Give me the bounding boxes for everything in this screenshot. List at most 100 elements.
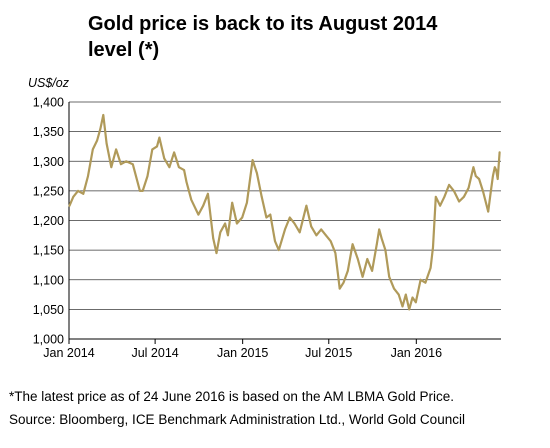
data-point xyxy=(378,228,381,231)
data-point xyxy=(298,231,301,234)
grid-lines xyxy=(69,101,501,310)
data-point xyxy=(380,237,383,240)
data-point xyxy=(452,189,455,192)
data-point xyxy=(356,258,359,260)
y-tick-label: 1,200 xyxy=(33,214,64,228)
data-point xyxy=(163,157,166,160)
data-point xyxy=(424,281,427,284)
data-point xyxy=(443,195,446,198)
data-point xyxy=(224,222,226,225)
data-point xyxy=(141,189,144,192)
data-point xyxy=(183,169,186,172)
y-tick-label: 1,350 xyxy=(33,125,64,139)
footnote-latest-price: *The latest price as of 24 June 2016 is … xyxy=(9,389,455,404)
data-point xyxy=(310,225,313,228)
data-point xyxy=(393,287,395,290)
data-point xyxy=(371,269,373,272)
data-point xyxy=(131,163,134,166)
data-point xyxy=(414,301,417,304)
data-point xyxy=(293,222,296,225)
data-point xyxy=(498,151,501,154)
data-point xyxy=(366,258,369,260)
data-point xyxy=(269,213,272,216)
data-point xyxy=(246,201,248,204)
data-point xyxy=(472,166,475,169)
data-point xyxy=(384,249,387,252)
data-point xyxy=(496,178,499,180)
data-point xyxy=(151,148,154,151)
data-point xyxy=(482,189,484,192)
data-point xyxy=(489,192,492,195)
y-tick-label: 1,300 xyxy=(33,155,64,169)
data-point xyxy=(146,175,149,177)
x-tick-label: Jan 2016 xyxy=(391,346,442,360)
data-point xyxy=(478,178,481,180)
y-tick-label: 1,150 xyxy=(33,244,64,258)
data-point xyxy=(325,234,327,237)
data-point xyxy=(342,281,345,284)
chart-title-line-1: Gold price is back to its August 2014 xyxy=(88,13,438,35)
data-point xyxy=(277,249,280,252)
data-point xyxy=(96,139,98,142)
data-point xyxy=(334,252,337,254)
y-axis-label: US$/oz xyxy=(28,76,70,90)
data-point xyxy=(432,246,434,249)
data-point xyxy=(448,184,451,186)
data-point xyxy=(82,192,85,195)
y-tick-label: 1,250 xyxy=(33,184,64,198)
data-point xyxy=(274,240,276,243)
data-point xyxy=(251,159,254,161)
data-point xyxy=(404,293,407,296)
data-point xyxy=(219,231,222,234)
x-tick-label: Jul 2014 xyxy=(131,346,178,360)
data-point xyxy=(474,175,477,177)
data-point xyxy=(119,163,122,166)
data-point xyxy=(215,252,218,254)
series-line-0 xyxy=(68,113,501,311)
data-point xyxy=(329,240,332,243)
data-point xyxy=(338,287,341,290)
data-point xyxy=(434,195,437,198)
data-point xyxy=(227,234,229,237)
data-point xyxy=(458,200,461,203)
data-point xyxy=(256,172,258,175)
data-point xyxy=(87,175,89,177)
data-point xyxy=(77,189,79,192)
data-point xyxy=(320,228,323,231)
data-point xyxy=(361,275,364,278)
data-point xyxy=(401,305,404,308)
data-point xyxy=(202,204,205,207)
data-point xyxy=(492,175,494,177)
data-point xyxy=(68,204,71,207)
data-point xyxy=(178,166,180,169)
data-point xyxy=(185,181,188,183)
chart-title-line-2: level (*) xyxy=(88,39,160,61)
data-point xyxy=(462,195,465,198)
data-point xyxy=(125,160,127,163)
data-point xyxy=(231,201,234,204)
data-point xyxy=(388,275,391,278)
y-tick-label: 1,050 xyxy=(33,303,64,317)
data-point xyxy=(156,145,158,148)
data-point xyxy=(115,148,118,151)
data-point xyxy=(305,204,308,207)
data-point xyxy=(408,308,411,311)
data-point xyxy=(351,243,354,246)
data-point xyxy=(429,267,432,269)
data-point xyxy=(173,151,176,154)
data-point xyxy=(375,243,378,246)
data-point xyxy=(138,189,141,192)
data-point xyxy=(288,216,291,219)
data-point xyxy=(346,269,349,272)
data-point xyxy=(99,127,102,130)
data-point xyxy=(158,136,161,139)
series-layer xyxy=(68,113,501,311)
x-tick-label: Jan 2015 xyxy=(217,346,268,360)
data-point xyxy=(487,210,490,213)
data-point xyxy=(467,187,470,189)
data-point xyxy=(397,293,400,296)
data-point xyxy=(236,222,238,225)
data-point xyxy=(241,216,244,219)
data-point xyxy=(102,114,105,116)
